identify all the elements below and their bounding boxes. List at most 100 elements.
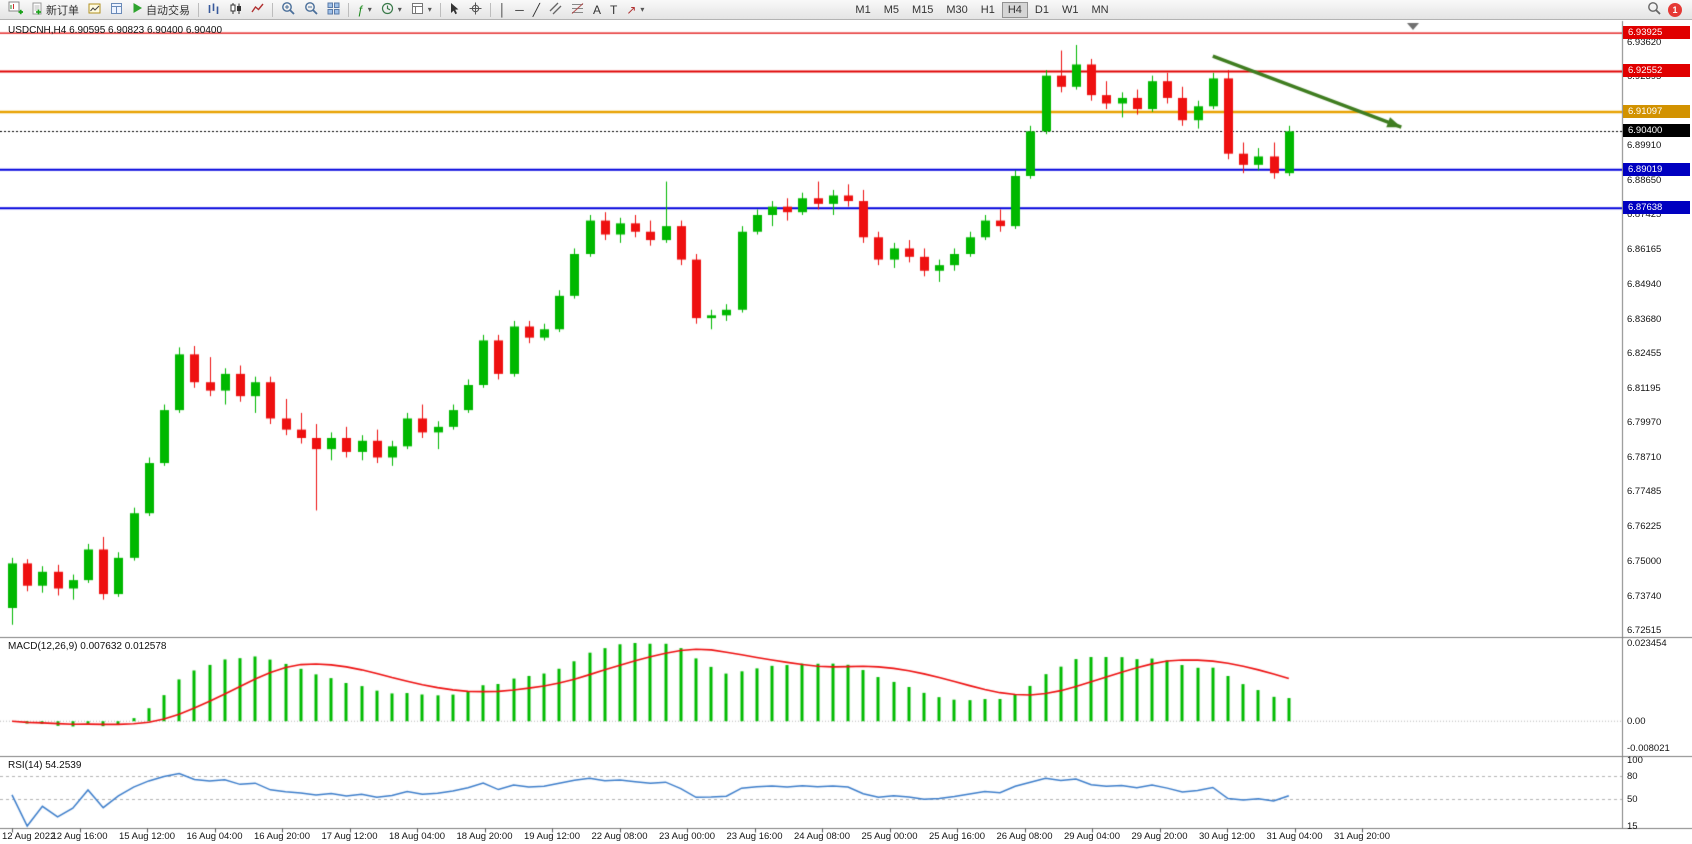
candlestick-chart-icon bbox=[229, 2, 242, 18]
time-label: 18 Aug 04:00 bbox=[389, 831, 445, 842]
timeframe-group: M1 M5 M15 M30 H1 H4 D1 W1 MN bbox=[849, 1, 1114, 18]
price-tick-label: 6.83680 bbox=[1627, 313, 1662, 325]
bar-chart-type-button[interactable] bbox=[203, 1, 224, 19]
dropdown-caret: ▾ bbox=[640, 5, 645, 14]
new-order-icon bbox=[32, 2, 43, 18]
time-label: 18 Aug 20:00 bbox=[456, 831, 513, 842]
timeframe-button-d1[interactable]: D1 bbox=[1029, 2, 1055, 18]
search-button[interactable] bbox=[1643, 1, 1665, 19]
profiles-button[interactable] bbox=[84, 1, 105, 19]
time-label: 16 Aug 20:00 bbox=[254, 831, 310, 842]
vertical-line-button[interactable]: │ bbox=[495, 1, 511, 19]
macd-tick-label: -0.008021 bbox=[1627, 743, 1670, 754]
chart-title: USDCNH,H4 6.90595 6.90823 6.90400 6.9040… bbox=[8, 25, 223, 36]
price-badge: 6.89019 bbox=[1623, 162, 1690, 176]
time-label: 31 Aug 04:00 bbox=[1266, 831, 1323, 842]
time-label: 23 Aug 00:00 bbox=[659, 831, 715, 842]
new-order-button[interactable]: 新订单 bbox=[28, 1, 83, 19]
profiles-icon bbox=[88, 2, 101, 18]
time-label: 16 Aug 04:00 bbox=[186, 831, 243, 842]
timeframe-button-m15[interactable]: M15 bbox=[906, 2, 939, 18]
time-label: 22 Aug 08:00 bbox=[591, 831, 648, 842]
periods-button[interactable]: ▾ bbox=[377, 1, 406, 19]
label-button[interactable]: T bbox=[606, 1, 621, 19]
channel-icon bbox=[549, 2, 562, 18]
text-button[interactable]: A bbox=[589, 1, 605, 19]
timeframe-button-m30[interactable]: M30 bbox=[940, 2, 973, 18]
time-label: 19 Aug 12:00 bbox=[524, 831, 580, 842]
time-label: 29 Aug 04:00 bbox=[1064, 831, 1120, 842]
time-label: 31 Aug 20:00 bbox=[1334, 831, 1390, 842]
macd-label: MACD(12,26,9) 0.007632 0.012578 bbox=[8, 641, 167, 652]
crosshair-icon bbox=[469, 2, 482, 18]
crosshair-button[interactable] bbox=[465, 1, 486, 19]
toolbar-separator bbox=[272, 2, 273, 17]
price-tick-label: 6.72515 bbox=[1627, 624, 1662, 636]
fibonacci-icon bbox=[571, 2, 584, 18]
price-tick-label: 6.76225 bbox=[1627, 521, 1662, 533]
price-tick-label: 6.89910 bbox=[1627, 140, 1662, 152]
timeframe-button-m5[interactable]: M5 bbox=[878, 2, 905, 18]
time-label: 12 Aug 16:00 bbox=[51, 831, 108, 842]
rsi-tick-label: 15 bbox=[1627, 821, 1638, 832]
time-label: 29 Aug 20:00 bbox=[1131, 831, 1188, 842]
price-tick-label: 6.78710 bbox=[1627, 452, 1662, 464]
data-window-button[interactable] bbox=[106, 1, 127, 19]
trendline-icon: ╱ bbox=[532, 2, 540, 17]
trendline-button[interactable]: ╱ bbox=[529, 1, 544, 19]
zoom-out-button[interactable] bbox=[300, 1, 322, 19]
autotrading-button[interactable]: 自动交易 bbox=[128, 1, 194, 19]
timeframe-button-h4[interactable]: H4 bbox=[1001, 1, 1028, 18]
candlestick-chart-type-button[interactable] bbox=[225, 1, 246, 19]
template-icon bbox=[411, 2, 424, 18]
macd-tick-label: 0.00 bbox=[1627, 716, 1646, 728]
price-tick-label: 6.82455 bbox=[1627, 347, 1662, 359]
dropdown-caret: ▾ bbox=[367, 5, 372, 14]
new-chart-button[interactable] bbox=[4, 1, 27, 19]
arrows-button[interactable]: ↗ ▾ bbox=[622, 1, 648, 19]
time-label: 24 Aug 08:00 bbox=[794, 831, 850, 842]
macd-tick-label: 0.023454 bbox=[1627, 638, 1667, 649]
bar-chart-icon bbox=[207, 2, 220, 18]
cursor-button[interactable] bbox=[445, 1, 464, 19]
dropdown-caret: ▾ bbox=[397, 5, 402, 14]
time-label: 23 Aug 16:00 bbox=[726, 831, 783, 842]
price-tick-label: 6.79970 bbox=[1627, 417, 1662, 429]
autotrading-label: 自动交易 bbox=[146, 4, 190, 17]
new-chart-icon bbox=[8, 1, 23, 18]
timeframe-button-mn[interactable]: MN bbox=[1085, 2, 1114, 18]
rsi-panel[interactable] bbox=[0, 757, 1622, 828]
line-chart-icon bbox=[251, 2, 264, 18]
rsi-tick-label: 50 bbox=[1627, 793, 1638, 805]
price-tick-label: 6.84940 bbox=[1627, 278, 1662, 290]
vertical-line-icon: │ bbox=[498, 2, 507, 17]
templates-button[interactable]: ▾ bbox=[407, 1, 436, 19]
zoom-out-icon bbox=[304, 1, 318, 18]
price-badge: 6.87638 bbox=[1623, 201, 1690, 215]
time-label: 25 Aug 16:00 bbox=[929, 831, 985, 842]
tile-windows-button[interactable] bbox=[323, 1, 344, 19]
time-label: 25 Aug 00:00 bbox=[861, 831, 918, 842]
text-icon: A bbox=[592, 2, 601, 17]
zoom-in-button[interactable] bbox=[277, 1, 299, 19]
trend-arrow[interactable] bbox=[1210, 48, 1410, 133]
timeframe-button-m1[interactable]: M1 bbox=[849, 2, 876, 18]
fibonacci-button[interactable] bbox=[567, 1, 588, 19]
timeframe-button-h1[interactable]: H1 bbox=[975, 2, 1001, 18]
horizontal-line-button[interactable]: ─ bbox=[511, 1, 528, 19]
price-tick-label: 6.93620 bbox=[1627, 36, 1662, 48]
line-chart-type-button[interactable] bbox=[247, 1, 268, 19]
indicators-button[interactable]: ƒ ▾ bbox=[353, 1, 376, 19]
price-badge: 6.91097 bbox=[1623, 104, 1690, 118]
price-badge: 6.92552 bbox=[1623, 64, 1690, 78]
notification-badge[interactable]: 1 bbox=[1668, 2, 1682, 17]
toolbar-separator bbox=[489, 2, 491, 17]
price-tick-label: 6.75000 bbox=[1627, 555, 1662, 567]
timeframe-button-w1[interactable]: W1 bbox=[1056, 2, 1085, 18]
channel-button[interactable] bbox=[545, 1, 566, 19]
macd-panel[interactable] bbox=[0, 638, 1622, 756]
rsi-tick-label: 100 bbox=[1627, 755, 1643, 766]
price-tick-label: 6.73740 bbox=[1627, 590, 1662, 602]
